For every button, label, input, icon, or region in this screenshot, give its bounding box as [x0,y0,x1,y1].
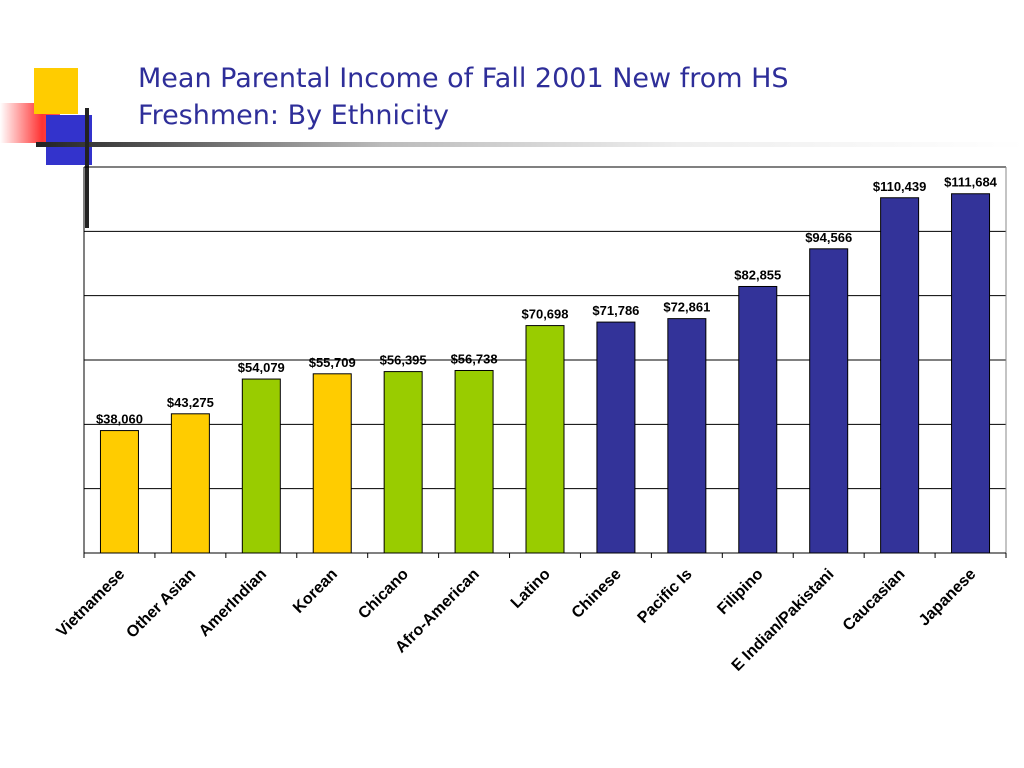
blue-square-accent [46,115,92,165]
data-label: $111,684 [944,175,998,190]
data-label: $72,861 [663,300,710,315]
category-label: Korean [290,566,341,617]
bar [951,193,991,554]
bar [312,373,352,554]
slide-title: Mean Parental Income of Fall 2001 New fr… [138,60,998,134]
category-label: Vietnamese [54,566,129,641]
bar [738,285,778,554]
bar [525,325,565,554]
bar [454,369,494,554]
data-label: $94,566 [805,230,852,245]
data-label: $70,698 [522,307,569,322]
slide-title-line-2: Freshmen: By Ethnicity [138,100,449,131]
data-labels: $38,060 $43,275 $54,079 $55,709 $56,395 $56,7… [96,175,998,427]
vertical-accent-rule [85,108,89,228]
yellow-square-accent [34,68,78,114]
data-label: $38,060 [96,412,143,427]
category-label: Other Asian [123,566,199,642]
data-label: $71,786 [592,303,639,318]
category-label: Filipino [714,566,766,618]
category-label: Chinese [569,566,625,622]
data-label: $54,079 [238,360,285,375]
category-label: AmerIndian [196,566,270,640]
category-label: Caucasian [840,566,909,635]
data-label: $110,439 [873,179,927,194]
bar [383,371,423,554]
bar [667,318,707,554]
bar [880,197,920,554]
data-label: $55,709 [309,355,356,370]
bar [809,248,849,554]
bar [596,321,636,554]
bar [241,378,281,554]
category-label: Pacific Is [635,566,696,627]
bars [99,193,991,554]
data-label: $82,855 [734,267,781,282]
bar [99,430,139,554]
category-label: Japanese [916,566,980,630]
bar [170,413,210,554]
data-label: $56,738 [451,351,498,366]
data-label: $56,395 [380,353,427,368]
title-underline-rule [36,142,1024,147]
slide-title-line-1: Mean Parental Income of Fall 2001 New fr… [138,63,789,94]
data-label: $43,275 [167,395,214,410]
category-label: Chicano [355,566,412,623]
category-label: Latino [508,566,554,612]
